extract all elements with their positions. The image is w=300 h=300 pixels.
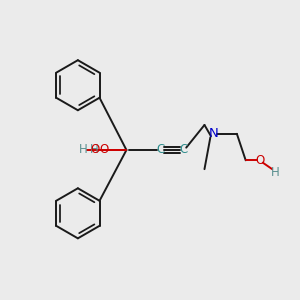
Text: C: C — [156, 143, 164, 157]
Text: H: H — [80, 143, 88, 157]
Text: H: H — [271, 166, 280, 178]
Text: O: O — [90, 143, 100, 157]
Text: H: H — [90, 143, 98, 157]
Text: O: O — [100, 143, 109, 157]
Text: C: C — [180, 143, 188, 157]
Text: O: O — [256, 154, 265, 167]
Text: N: N — [208, 127, 218, 140]
